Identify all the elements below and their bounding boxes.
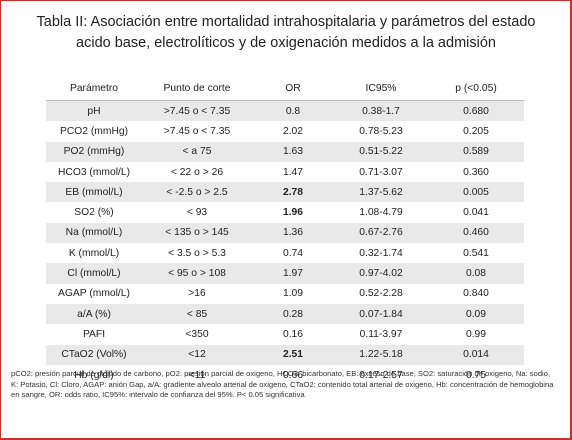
cell-p-value: 0.005: [463, 186, 489, 198]
table-row: pH >7.45 o < 7.35 0.8 0.38-1.7 0.680: [46, 100, 524, 122]
table-row: CTaO2 (Vol%) <12 2.51 1.22-5.18 0.014: [46, 344, 524, 365]
cell-p-value: 0.680: [463, 105, 489, 117]
cell-punto-de-corte: >7.45 o < 7.35: [163, 125, 231, 137]
cell-punto-de-corte: < 93: [186, 207, 208, 219]
cell-p-value: 0.460: [463, 227, 489, 239]
cell-p-value: 0.360: [463, 166, 489, 178]
header-or: OR: [285, 82, 301, 94]
cell-p-value: 0.75: [465, 369, 487, 381]
header-ic95: IC95%: [365, 82, 397, 94]
cell-p-value: 0.840: [463, 288, 489, 300]
cell-or: 2.02: [282, 125, 304, 137]
cell-punto-de-corte: <350: [185, 328, 209, 340]
cell-parametro: CTaO2 (Vol%): [61, 349, 127, 361]
header-p-value: p (<0.05): [455, 82, 497, 94]
cell-ic95: 0.07-1.84: [359, 308, 403, 320]
cell-ic95: 1.37-5.62: [359, 186, 403, 198]
table-row: PO2 (mmHg) < a 75 1.63 0.51-5.22 0.589: [46, 141, 524, 162]
cell-parametro: Na (mmol/L): [65, 227, 123, 239]
table-body: pH >7.45 o < 7.35 0.8 0.38-1.7 0.680 PCO2 (mm…: [46, 100, 524, 386]
cell-parametro: PCO2 (mmHg): [59, 125, 129, 137]
table-row: PCO2 (mmHg) >7.45 o < 7.35 2.02 0.78-5.23 0.…: [46, 121, 524, 142]
cell-or: 1.47: [282, 166, 304, 178]
cell-p-value: 0.541: [463, 247, 489, 259]
header-row: Parámetro Punto de corte OR IC95% p (<0.…: [46, 76, 524, 101]
cell-parametro: a/A (%): [77, 308, 111, 320]
table-row: HCO3 (mmol/L) < 22 o > 26 1.47 0.71-3.07 0.3…: [46, 161, 524, 183]
cell-parametro: pH: [87, 105, 101, 117]
cell-punto-de-corte: < a 75: [182, 146, 212, 158]
cell-punto-de-corte: < 22 o > 26: [170, 166, 224, 178]
table-row: Cl (mmol/L) < 95 o > 108 1.97 0.97-4.02 0.08: [46, 263, 524, 284]
header-punto-de-corte: Punto de corte: [163, 82, 231, 94]
table-row: PAFI <350 0.16 0.11-3.97 0.99: [46, 324, 524, 345]
cell-or: 1.09: [282, 288, 304, 300]
cell-punto-de-corte: < 135 o > 145: [165, 227, 229, 239]
cell-or: 1.36: [282, 227, 304, 239]
cell-parametro: K (mmol/L): [68, 247, 120, 259]
cell-punto-de-corte: <11: [188, 369, 206, 381]
cell-p-value: 0.09: [465, 308, 487, 320]
cell-punto-de-corte: < -2.5 o > 2.5: [166, 186, 228, 198]
cell-parametro: PAFI: [82, 328, 106, 340]
cell-parametro: Cl (mmol/L): [67, 268, 121, 280]
cell-ic95: 1.08-4.79: [359, 207, 403, 219]
table-row: K (mmol/L) < 3.5 o > 5.3 0.74 0.32-1.74 0.54…: [46, 243, 524, 264]
cell-ic95: 0.38-1.7: [362, 105, 400, 117]
table-row: SO2 (%) < 93 1.96 1.08-4.79 0.041: [46, 202, 524, 223]
cell-ic95: 0.11-3.97: [359, 328, 403, 340]
results-table: Parámetro Punto de corte OR IC95% p (<0.…: [46, 76, 524, 386]
table-row: Na (mmol/L) < 135 o > 145 1.36 0.67-2.76 0.4…: [46, 222, 524, 244]
cell-or: 0.66: [282, 369, 304, 381]
cell-p-value: 0.08: [465, 268, 487, 280]
table-row: a/A (%) < 85 0.28 0.07-1.84 0.09: [46, 303, 524, 325]
cell-punto-de-corte: < 85: [186, 308, 208, 320]
cell-ic95: 0.78-5.23: [359, 125, 403, 137]
cell-or: 0.8: [285, 105, 301, 117]
cell-p-value: 0.589: [463, 146, 489, 158]
cell-p-value: 0.041: [463, 207, 489, 219]
table-row: AGAP (mmol/L) >16 1.09 0.52-2.28 0.840: [46, 283, 524, 304]
cell-or: 2.78: [282, 186, 304, 198]
cell-or: 2.51: [282, 349, 304, 361]
cell-ic95: 0.32-1.74: [359, 247, 403, 259]
cell-parametro: SO2 (%): [74, 207, 114, 219]
cell-parametro: Hb (g/dl): [74, 369, 114, 381]
cell-or: 0.28: [282, 308, 304, 320]
cell-or: 0.74: [282, 247, 304, 259]
cell-parametro: PO2 (mmHg): [63, 146, 125, 158]
table-row: Hb (g/dl) <11 0.66 0.17-2.57 0.75: [46, 364, 524, 386]
cell-ic95: 0.97-4.02: [359, 268, 403, 280]
cell-p-value: 0.014: [463, 349, 489, 361]
title-line-1: Tabla II: Asociación entre mortalidad in…: [36, 14, 536, 30]
cell-punto-de-corte: >7.45 o < 7.35: [163, 105, 231, 117]
cell-parametro: EB (mmol/L): [65, 186, 123, 198]
cell-punto-de-corte: <12: [188, 349, 206, 361]
cell-ic95: 0.71-3.07: [359, 166, 403, 178]
cell-ic95: 0.67-2.76: [359, 227, 403, 239]
cell-or: 1.97: [282, 268, 304, 280]
footnote: pCO2: presión parcial de dióxido de carb…: [11, 369, 554, 399]
cell-punto-de-corte: >16: [188, 288, 206, 300]
cell-ic95: 0.17-2.57: [359, 369, 403, 381]
cell-ic95: 1.22-5.18: [359, 349, 403, 361]
table-title: Tabla II: Asociación entre mortalidad in…: [0, 12, 572, 54]
cell-or: 0.16: [282, 328, 304, 340]
cell-punto-de-corte: < 3.5 o > 5.3: [168, 247, 226, 259]
header-parametro: Parámetro: [69, 82, 119, 94]
cell-or: 1.63: [282, 146, 304, 158]
cell-parametro: AGAP (mmol/L): [58, 288, 130, 300]
cell-or: 1.96: [282, 207, 304, 219]
cell-p-value: 0.99: [465, 328, 487, 340]
cell-parametro: HCO3 (mmol/L): [57, 166, 131, 178]
cell-ic95: 0.51-5.22: [359, 146, 403, 158]
table-row: EB (mmol/L) < -2.5 o > 2.5 2.78 1.37-5.62 0.…: [46, 182, 524, 203]
cell-ic95: 0.52-2.28: [359, 288, 403, 300]
cell-p-value: 0.205: [463, 125, 489, 137]
cell-punto-de-corte: < 95 o > 108: [168, 268, 226, 280]
title-line-2: acido base, electrolíticos y de oxigenac…: [76, 35, 496, 51]
